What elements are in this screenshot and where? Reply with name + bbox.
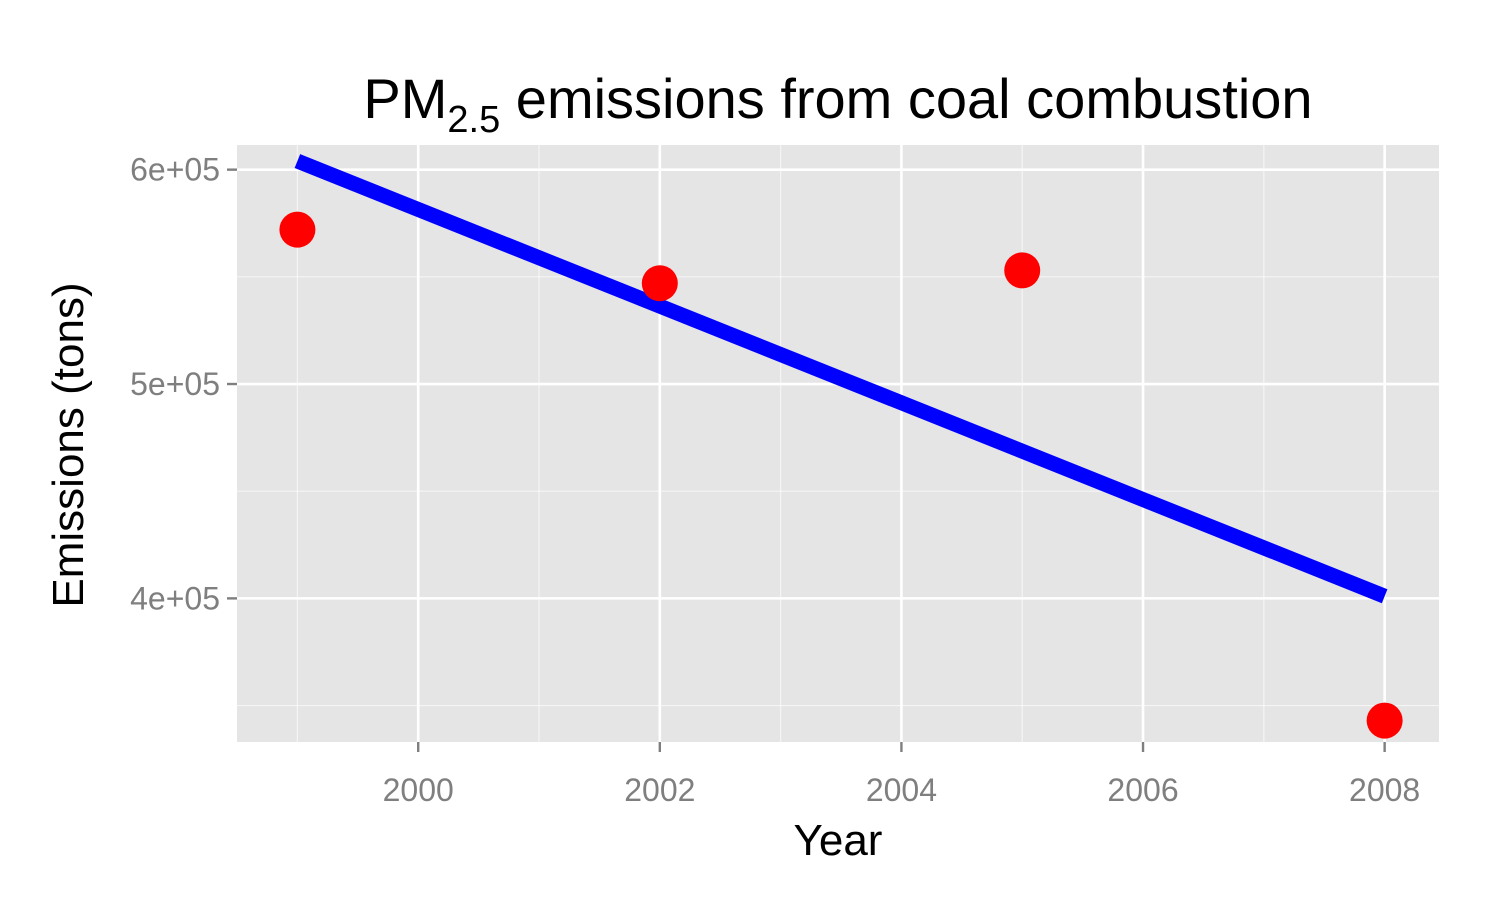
x-tick-label: 2006 bbox=[1107, 772, 1178, 808]
data-point bbox=[641, 265, 678, 302]
x-tick-label: 2002 bbox=[624, 772, 695, 808]
trend-line-layer bbox=[294, 154, 1388, 604]
plot-panel bbox=[237, 145, 1439, 742]
chart-title-rest: emissions from coal combustion bbox=[500, 67, 1312, 130]
y-axis: 4e+05 5e+05 6e+05 bbox=[130, 152, 237, 616]
chart-title-main: PM bbox=[363, 67, 447, 130]
y-tick-label: 5e+05 bbox=[130, 366, 220, 402]
y-tick-label: 6e+05 bbox=[130, 152, 220, 188]
x-tick-label: 2008 bbox=[1349, 772, 1420, 808]
data-point bbox=[1004, 252, 1041, 289]
y-tick-label: 4e+05 bbox=[130, 580, 220, 616]
chart-title-subscript: 2.5 bbox=[447, 99, 500, 141]
chart-title: PM2.5 emissions from coal combustion bbox=[363, 67, 1312, 141]
x-axis-title: Year bbox=[794, 816, 883, 865]
data-points bbox=[279, 211, 1403, 739]
x-tick-label: 2004 bbox=[866, 772, 937, 808]
data-point bbox=[279, 211, 316, 248]
data-point bbox=[1366, 702, 1403, 739]
x-axis: 2000 2002 2004 2006 2008 bbox=[383, 742, 1420, 808]
y-axis-title: Emissions (tons) bbox=[44, 282, 93, 607]
x-tick-label: 2000 bbox=[383, 772, 454, 808]
trend-line bbox=[294, 154, 1388, 604]
